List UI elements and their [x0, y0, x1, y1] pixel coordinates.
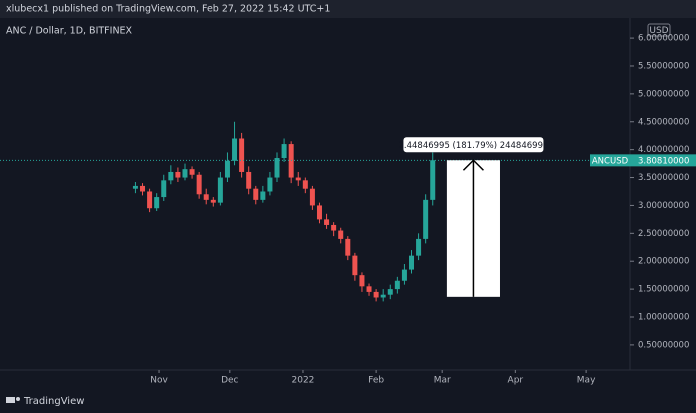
measure-label: 2.44846995 (181.79%) 244846995	[398, 141, 548, 151]
unit-label: USD	[649, 26, 668, 36]
last-price-symbol-box	[590, 154, 630, 167]
y-tick-label: 1.00000000	[638, 313, 689, 323]
candle-body	[416, 238, 422, 256]
candle-body	[217, 177, 223, 203]
x-tick-label: Nov	[150, 376, 168, 386]
candle-body	[409, 255, 415, 270]
candle-body	[260, 191, 266, 200]
last-price-box	[630, 154, 696, 167]
y-tick-label: 4.00000000	[638, 145, 689, 155]
y-tick-label: 3.50000000	[638, 173, 689, 183]
candle-body	[302, 180, 308, 189]
candle-body	[196, 174, 202, 195]
candle-body	[189, 169, 195, 175]
candle-body	[387, 289, 393, 295]
x-tick-label: Feb	[368, 376, 384, 386]
candle-body	[338, 230, 344, 239]
candle-body	[274, 158, 280, 178]
logo: TradingView	[6, 396, 84, 407]
symbol-title: ANC / Dollar, 1D, BITFINEX	[6, 26, 133, 37]
candle-body	[366, 286, 372, 292]
y-tick-label: 5.00000000	[638, 89, 689, 99]
x-tick-label: 2022	[292, 376, 315, 386]
candle-body	[224, 160, 230, 178]
candle-body	[430, 160, 436, 200]
x-tick-label: Dec	[221, 376, 238, 386]
chart-area	[0, 18, 696, 413]
y-tick-label: 2.00000000	[638, 257, 689, 267]
candle-body	[140, 185, 146, 192]
header-text: xlubecx1 published on TradingView.com, F…	[6, 4, 330, 15]
candle-body	[401, 269, 407, 281]
candle-body	[331, 224, 337, 231]
candle-body	[161, 180, 167, 198]
candle-body	[281, 144, 287, 159]
candle-body	[309, 188, 315, 206]
measure-label-box	[403, 137, 544, 153]
y-tick-label: 4.50000000	[638, 117, 689, 127]
y-tick-label: 2.50000000	[638, 229, 689, 239]
header-bar	[0, 0, 696, 18]
candle-body	[182, 169, 188, 178]
candle-body	[267, 177, 273, 192]
candle-body	[203, 194, 209, 200]
candle-body	[168, 171, 174, 181]
candle-body	[345, 238, 351, 256]
candle-body	[232, 138, 238, 161]
candle-body	[246, 171, 252, 189]
x-tick-label: Apr	[508, 376, 524, 386]
unit-box	[647, 23, 671, 37]
candle-body	[147, 191, 153, 209]
x-tick-label: Mar	[434, 376, 451, 386]
y-tick-label: 1.50000000	[638, 285, 689, 295]
measure-arrowhead	[462, 159, 484, 171]
y-tick-label: 3.00000000	[638, 201, 689, 211]
candle-body	[423, 199, 429, 239]
candle-body	[239, 138, 245, 172]
candle-body	[359, 275, 365, 287]
candle-body	[154, 197, 160, 209]
last-price-symbol: ANCUSD	[592, 156, 629, 166]
x-tick-label: May	[577, 376, 596, 386]
candle-body	[352, 255, 358, 276]
candle-body	[210, 199, 216, 203]
candle-body	[295, 177, 301, 181]
y-tick-label: 0.50000000	[638, 340, 689, 350]
candle-body	[175, 171, 181, 178]
last-price-label: 3.80810000	[638, 156, 689, 166]
y-tick-label: 5.50000000	[638, 61, 689, 71]
candle-body	[324, 219, 330, 225]
candle-body	[132, 185, 138, 189]
candle-body	[394, 280, 400, 290]
candle-body	[253, 188, 259, 200]
candle-body	[380, 294, 386, 298]
brand: TradingView	[23, 396, 84, 407]
y-tick-label: 6.00000000	[638, 34, 689, 44]
candle-body	[373, 291, 379, 298]
candle-body	[316, 205, 322, 220]
